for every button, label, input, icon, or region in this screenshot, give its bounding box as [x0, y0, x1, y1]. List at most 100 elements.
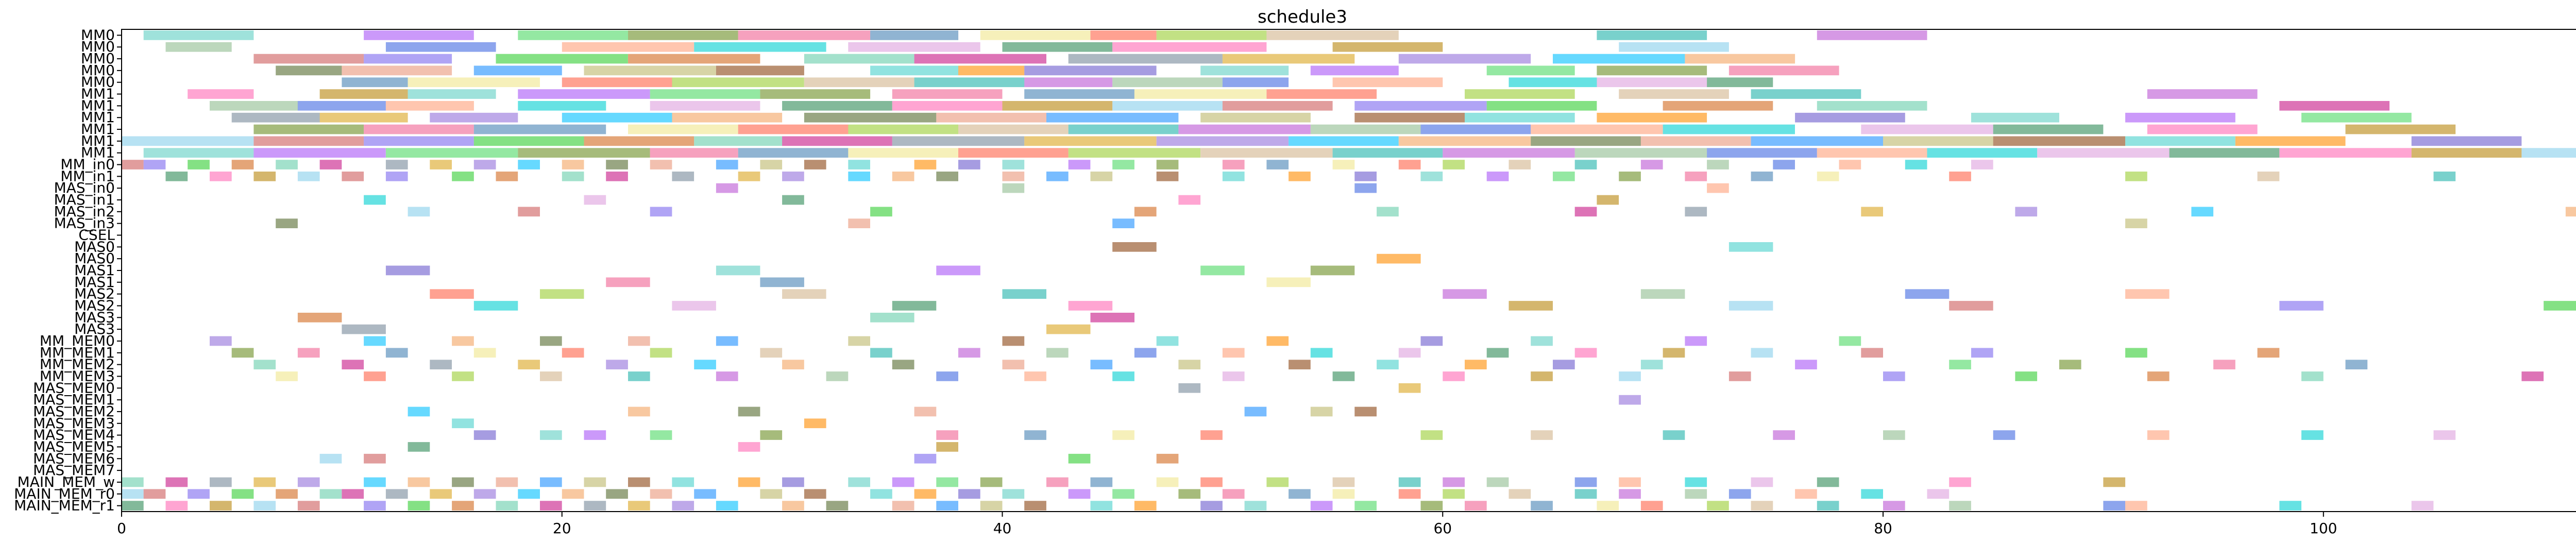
task-bar — [1024, 65, 1157, 76]
task-bar — [364, 136, 474, 146]
y-tick-label: MAS_in0 — [54, 179, 115, 196]
task-bar — [804, 160, 826, 169]
task-bar — [1685, 336, 1707, 346]
task-bar — [1707, 183, 1729, 193]
task-bar — [1795, 489, 1817, 499]
task-bar — [562, 348, 584, 358]
task-bar — [958, 148, 1069, 158]
x-tick-label: 60 — [1433, 520, 1452, 537]
task-bar — [253, 54, 364, 64]
task-bar — [848, 42, 980, 52]
task-bar — [1685, 207, 1707, 217]
y-tick-label: MAS_in2 — [54, 203, 115, 220]
task-bar — [1574, 477, 1597, 487]
task-bar — [606, 160, 628, 169]
task-bar — [2059, 360, 2081, 369]
task-bar — [1112, 42, 1267, 52]
task-bar — [2411, 148, 2522, 158]
task-bar — [297, 501, 320, 511]
task-bar — [1465, 89, 1575, 99]
task-bar — [1024, 136, 1157, 146]
task-bar — [408, 89, 496, 99]
y-tick-label: MM_MEM1 — [40, 344, 115, 361]
task-bar — [1332, 160, 1355, 169]
task-bar — [2147, 89, 2258, 99]
task-bar — [1597, 30, 1707, 40]
task-bar — [1090, 172, 1113, 181]
task-bar — [1509, 489, 1531, 499]
task-bar — [584, 136, 694, 146]
task-bar — [540, 501, 562, 511]
task-bar — [1553, 360, 1575, 369]
task-bar — [804, 489, 826, 499]
task-bar — [782, 136, 892, 146]
task-bar — [1817, 172, 1839, 181]
task-bar — [1112, 160, 1134, 169]
task-bar — [628, 124, 738, 134]
task-bar — [628, 30, 738, 40]
task-bar — [1024, 371, 1046, 381]
task-bar — [716, 183, 738, 193]
task-bar — [1112, 371, 1134, 381]
task-bar — [936, 477, 958, 487]
task-bar — [1927, 489, 1950, 499]
task-bar — [1200, 65, 1289, 76]
task-bar — [606, 277, 650, 287]
task-bar — [1112, 242, 1157, 252]
task-bar — [473, 489, 496, 499]
task-bar — [628, 371, 650, 381]
task-bar — [1266, 89, 1377, 99]
task-bar — [430, 360, 452, 369]
task-bar — [672, 77, 804, 88]
task-bar — [1663, 430, 1685, 440]
task-bar — [562, 160, 584, 169]
y-tick-label: MAS_in1 — [54, 191, 115, 208]
task-bar — [473, 430, 496, 440]
task-bar — [936, 172, 958, 181]
task-bar — [1289, 172, 1311, 181]
task-bar — [1332, 148, 1443, 158]
task-bar — [562, 112, 672, 123]
y-tick-label: MM_in1 — [60, 167, 115, 184]
task-bar — [496, 172, 518, 181]
task-bar — [1553, 54, 1685, 64]
task-bar — [473, 124, 606, 134]
task-bar — [1817, 30, 1927, 40]
task-bar — [231, 112, 320, 123]
task-bar — [1112, 489, 1134, 499]
task-bar — [1024, 89, 1134, 99]
task-bar — [1420, 501, 1443, 511]
task-bar — [1574, 148, 1707, 158]
task-bar — [231, 160, 254, 169]
task-bar — [782, 360, 804, 369]
task-bar — [253, 148, 386, 158]
task-bar — [1377, 253, 1421, 264]
task-bar — [385, 148, 518, 158]
task-bar — [430, 160, 452, 169]
task-bar — [1509, 160, 1531, 169]
task-bar — [2213, 360, 2235, 369]
task-bar — [628, 477, 650, 487]
task-bar — [1068, 489, 1091, 499]
task-bar — [1597, 195, 1619, 205]
y-tick-label: MAS3 — [74, 309, 115, 326]
task-bar — [1685, 477, 1707, 487]
task-bar — [870, 313, 914, 323]
task-bar — [694, 136, 783, 146]
task-bar — [650, 207, 672, 217]
task-bar — [1486, 477, 1509, 487]
task-bar — [473, 348, 496, 358]
task-bar — [188, 89, 254, 99]
task-bar — [870, 489, 892, 499]
task-bar — [1486, 172, 1509, 181]
task-bar — [848, 160, 870, 169]
task-bar — [364, 336, 386, 346]
task-bar — [1090, 501, 1113, 511]
y-tick-label: MAS2 — [74, 297, 115, 314]
task-bar — [1046, 324, 1091, 334]
task-bar — [782, 501, 804, 511]
task-bar — [2521, 148, 2576, 158]
task-bar — [1222, 371, 1245, 381]
task-bar — [319, 453, 342, 464]
task-bar — [1200, 477, 1223, 487]
